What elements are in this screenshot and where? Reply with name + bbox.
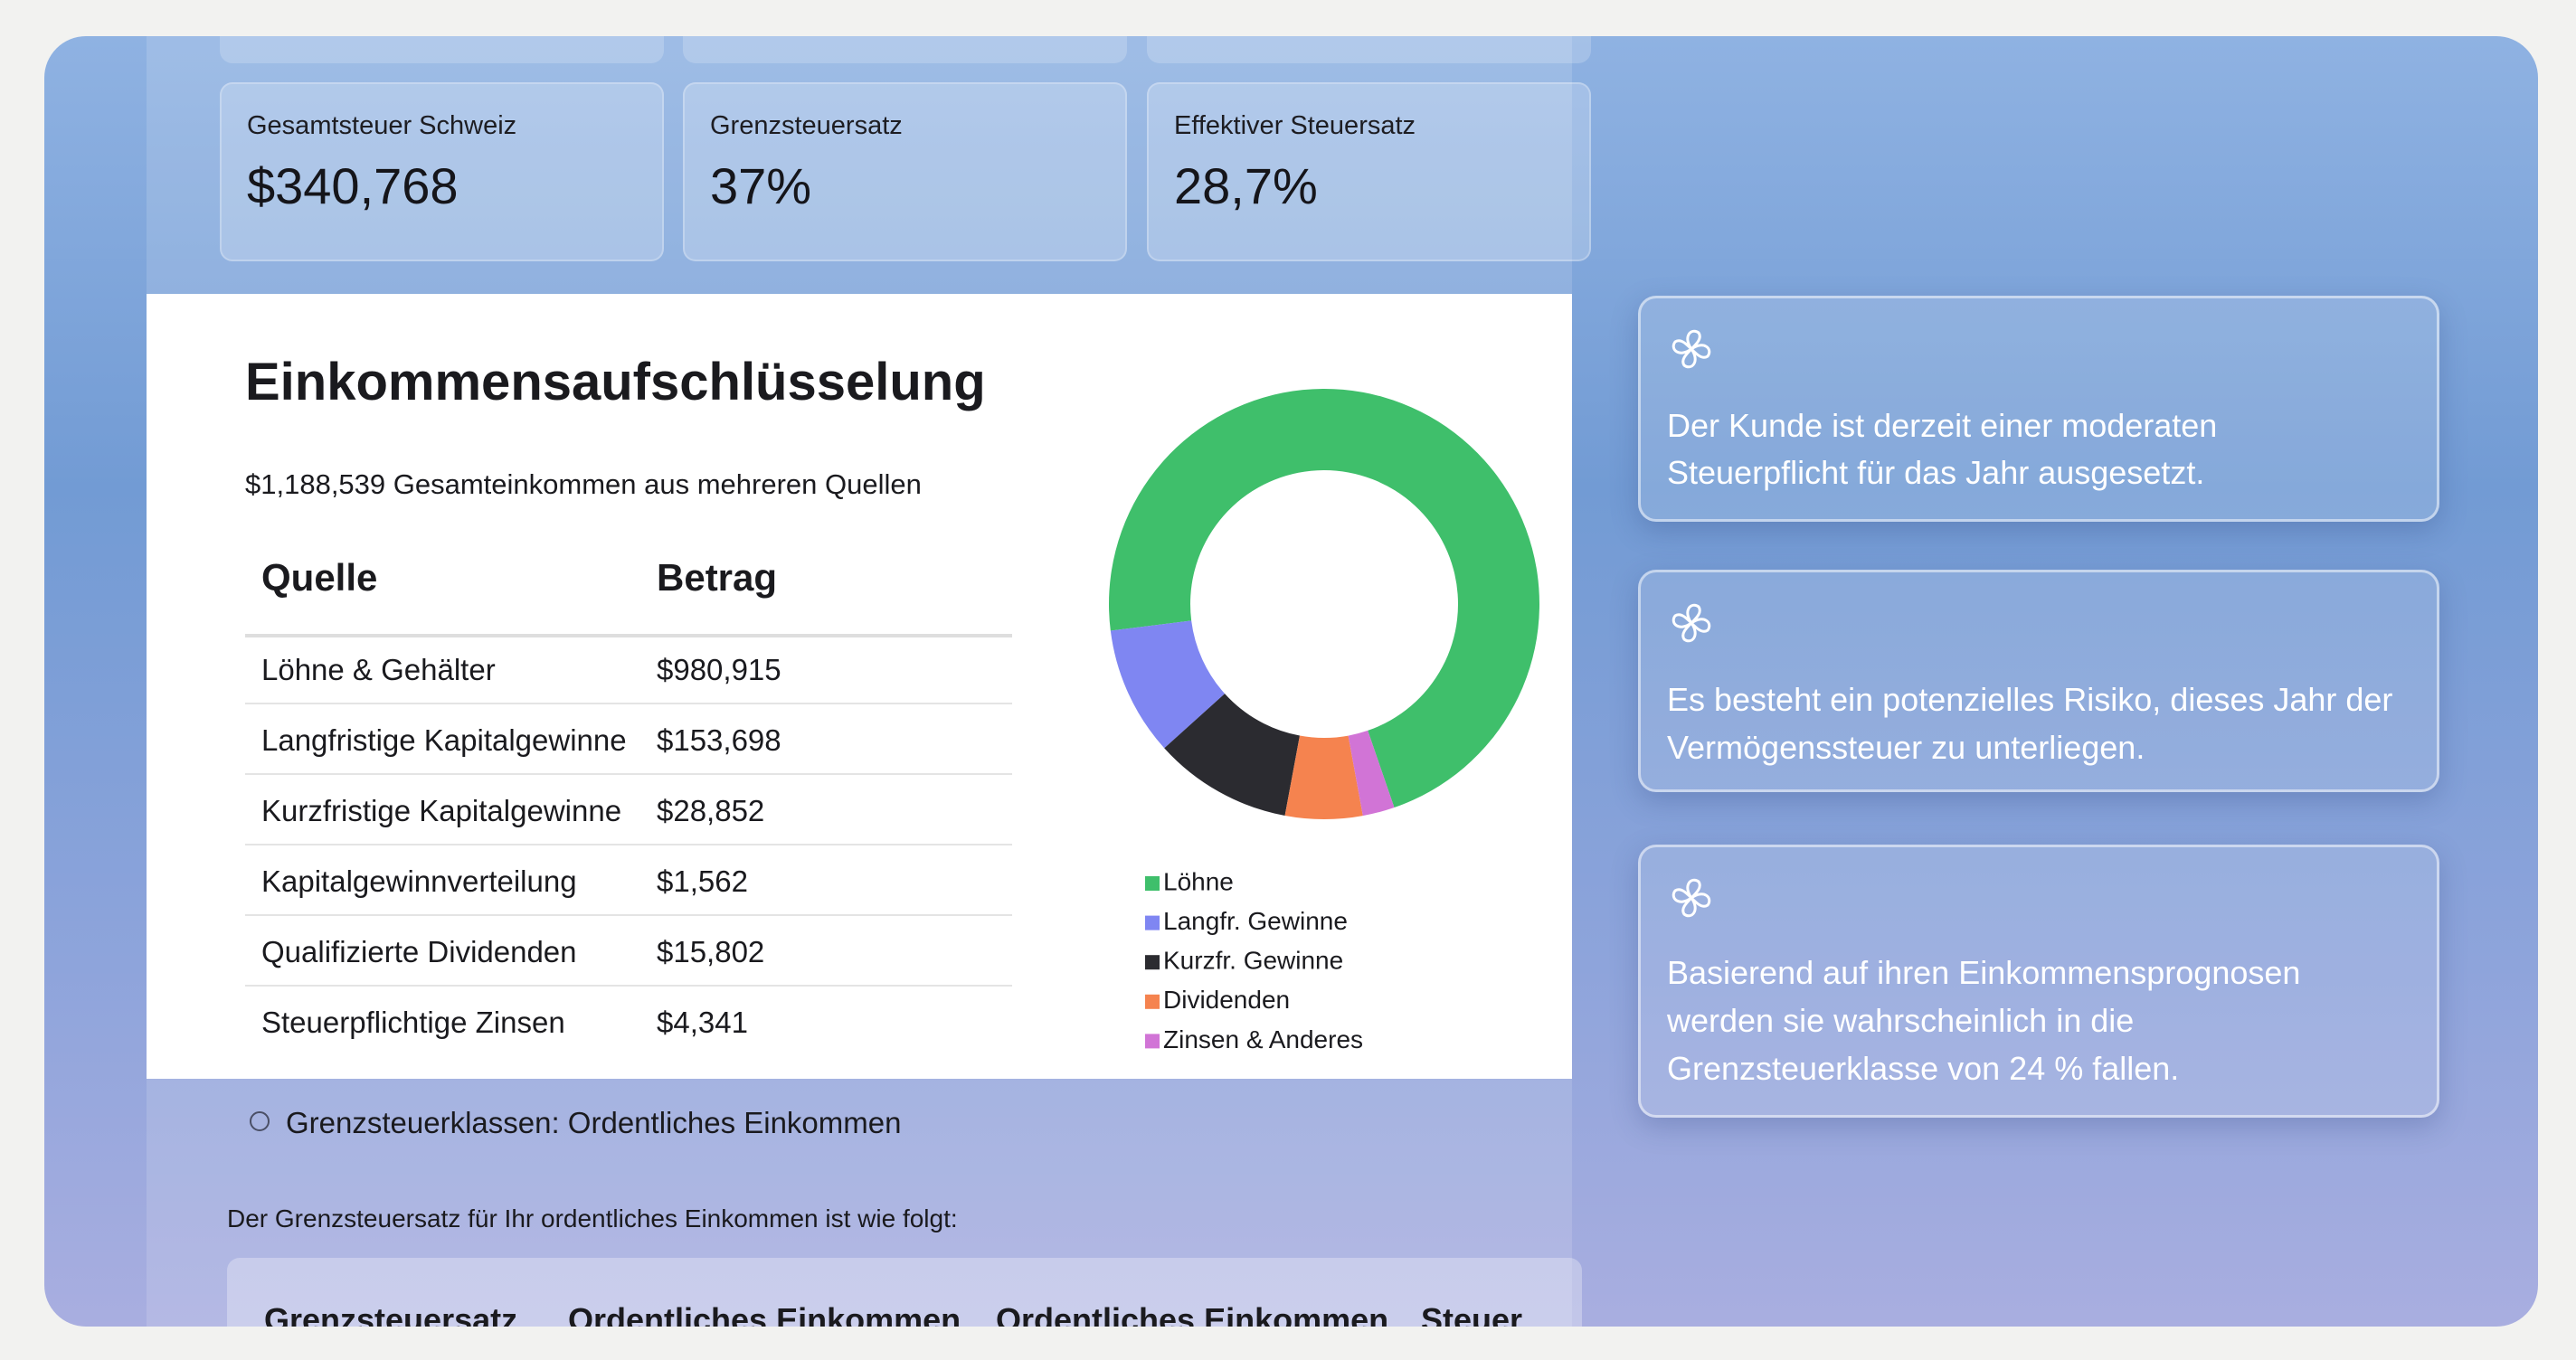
insight-text: Steuerpflicht für das Jahr ausgesetzt. bbox=[1667, 454, 2205, 491]
metric-label: Grenzsteuersatz bbox=[710, 111, 903, 140]
table-header: Quelle bbox=[261, 556, 378, 599]
legend-swatch bbox=[1145, 876, 1160, 891]
table-cell: Kurzfristige Kapitalgewinne bbox=[261, 794, 622, 827]
income-panel: Einkommensaufschlüsselung $1,188,539 Ges… bbox=[147, 294, 1572, 1079]
metric-value: 37% bbox=[710, 157, 812, 214]
table-header: Steuer bbox=[1421, 1301, 1523, 1327]
table-cell: $980,915 bbox=[657, 653, 781, 686]
insight-text: Es besteht ein potenzielles Risiko, dies… bbox=[1667, 681, 2393, 718]
insight-text: Grenzsteuerklasse von 24 % fallen. bbox=[1667, 1050, 2180, 1087]
row-rule bbox=[245, 703, 1012, 704]
donut-segment bbox=[1348, 730, 1395, 817]
row-rule bbox=[245, 773, 1012, 775]
row-rule bbox=[245, 914, 1012, 916]
card-edge bbox=[220, 36, 664, 63]
table-cell: $15,802 bbox=[657, 935, 765, 968]
table-cell: Langfristige Kapitalgewinne bbox=[261, 723, 627, 757]
table-cell: Kapitalgewinnverteilung bbox=[261, 864, 577, 898]
table-cell: $28,852 bbox=[657, 794, 765, 827]
icon bbox=[1672, 603, 1711, 643]
row-rule bbox=[245, 844, 1012, 845]
dashboard: Gesamtsteuer Schweiz $340,768 Grenzsteue… bbox=[44, 36, 2538, 1327]
radio-button[interactable] bbox=[250, 1111, 270, 1131]
toggle-label[interactable]: Grenzsteuerklassen: Ordentliches Einkomm… bbox=[286, 1106, 902, 1139]
table-header: Ordentliches Einkommen bbox=[996, 1301, 1389, 1327]
table-cell: Qualifizierte Dividenden bbox=[261, 935, 577, 968]
legend-swatch bbox=[1145, 994, 1160, 1009]
legend-label: Kurzfr. Gewinne bbox=[1163, 947, 1343, 975]
table-cell: Steuerpflichtige Zinsen bbox=[261, 1006, 565, 1039]
icon bbox=[1672, 329, 1711, 369]
insight-card[interactable]: Der Kunde ist derzeit einer moderaten St… bbox=[1638, 296, 2439, 522]
insight-card[interactable]: Basierend auf ihren Einkommensprognosen … bbox=[1638, 845, 2439, 1118]
legend-label: Langfr. Gewinne bbox=[1163, 907, 1348, 935]
metric-value: $340,768 bbox=[247, 157, 459, 214]
legend-swatch bbox=[1145, 1034, 1160, 1049]
donut-chart: Löhne Langfr. Gewinne Kurzfr. Gewinne Divid… bbox=[1109, 389, 1540, 1053]
insight-text: Der Kunde ist derzeit einer moderaten bbox=[1667, 407, 2218, 444]
metric-card[interactable]: Gesamtsteuer Schweiz $340,768 bbox=[220, 82, 664, 261]
table-header: Grenzsteuersatz bbox=[264, 1301, 518, 1327]
legend-label: Löhne bbox=[1163, 867, 1234, 895]
panel-title: Einkommensaufschlüsselung bbox=[245, 353, 986, 411]
donut-segment bbox=[1109, 389, 1540, 808]
donut-segment bbox=[1284, 735, 1363, 820]
insight-text: werden sie wahrscheinlich in die bbox=[1667, 1002, 2135, 1039]
row-rule bbox=[245, 985, 1012, 987]
metric-card[interactable]: Grenzsteuersatz 37% bbox=[683, 82, 1127, 261]
metric-value: 28,7% bbox=[1174, 157, 1318, 214]
donut-segment bbox=[1110, 620, 1226, 749]
panel-subtitle: $1,188,539 Gesamteinkommen aus mehreren … bbox=[245, 468, 922, 500]
table-header: Ordentliches Einkommen bbox=[568, 1301, 961, 1327]
insight-text: Vermögenssteuer zu unterliegen. bbox=[1667, 729, 2145, 766]
donut-segment bbox=[1164, 694, 1300, 816]
header-rule bbox=[245, 634, 1012, 638]
table-header: Betrag bbox=[657, 556, 778, 599]
insight-text: Basierend auf ihren Einkommensprognosen bbox=[1667, 954, 2301, 991]
table-cell: $4,341 bbox=[657, 1006, 748, 1039]
metric-card[interactable]: Effektiver Steuersatz 28,7% bbox=[1147, 82, 1591, 261]
table-cell: $1,562 bbox=[657, 864, 748, 898]
bracket-table: Grenzsteuersatz Ordentliches Einkommen O… bbox=[227, 1258, 1582, 1327]
legend-label: Zinsen & Anderes bbox=[1163, 1025, 1363, 1053]
legend-swatch bbox=[1145, 955, 1160, 970]
insight-card[interactable]: Es besteht ein potenzielles Risiko, dies… bbox=[1638, 570, 2439, 792]
card-edge bbox=[1147, 36, 1591, 63]
icon bbox=[1672, 878, 1711, 918]
metric-label: Effektiver Steuersatz bbox=[1174, 111, 1416, 140]
table-cell: $153,698 bbox=[657, 723, 781, 757]
card-edge bbox=[683, 36, 1127, 63]
legend-swatch bbox=[1145, 915, 1160, 930]
metric-label: Gesamtsteuer Schweiz bbox=[247, 111, 517, 140]
table-cell: Löhne & Gehälter bbox=[261, 653, 496, 686]
description: Der Grenzsteuersatz für Ihr ordentliches… bbox=[227, 1204, 958, 1232]
legend-label: Dividenden bbox=[1163, 986, 1290, 1014]
